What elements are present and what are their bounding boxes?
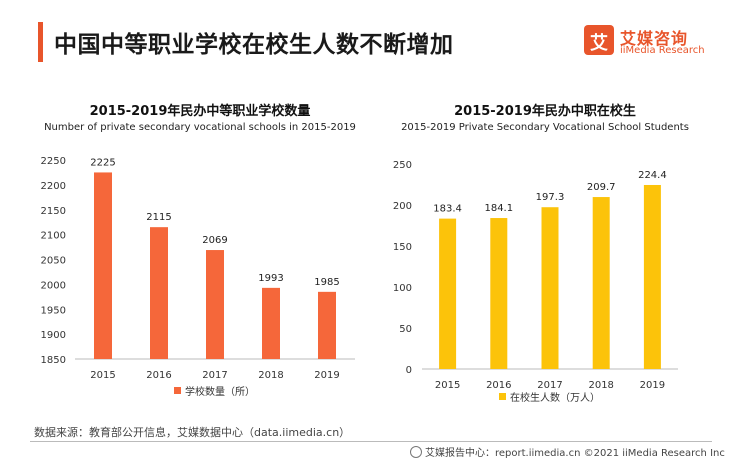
left-bar bbox=[262, 287, 280, 359]
left-x-tick-label: 2018 bbox=[258, 370, 283, 381]
brand-name-cn: 艾媒咨询 bbox=[620, 29, 689, 48]
left-bar bbox=[150, 227, 168, 359]
left-chart-subtitle: Number of private secondary vocational s… bbox=[44, 122, 356, 133]
brand-logo: 艾 艾媒咨询 iiMedia Research bbox=[584, 25, 724, 59]
brand-name-en: iiMedia Research bbox=[620, 45, 705, 56]
footer-text: 艾媒报告中心：report.iimedia.cn ©2021 iiMedia R… bbox=[425, 448, 725, 459]
right-bar bbox=[643, 184, 661, 369]
left-data-label: 1993 bbox=[258, 273, 283, 284]
left-x-tick-label: 2017 bbox=[202, 370, 227, 381]
right-data-label: 184.1 bbox=[484, 203, 513, 214]
brand-logo-icon: 艾 bbox=[584, 25, 614, 55]
right-y-tick-label: 0 bbox=[406, 365, 412, 376]
right-x-tick-label: 2019 bbox=[640, 380, 665, 391]
right-x-tick-label: 2015 bbox=[435, 380, 460, 391]
right-x-tick-label: 2017 bbox=[537, 380, 562, 391]
footer-divider bbox=[30, 441, 712, 442]
left-bar bbox=[318, 291, 336, 359]
right-chart-subtitle: 2015-2019 Private Secondary Vocational S… bbox=[401, 122, 689, 133]
left-y-tick-label: 2150 bbox=[41, 206, 66, 217]
left-y-tick-label: 1950 bbox=[41, 305, 66, 316]
right-bar bbox=[490, 218, 508, 369]
left-data-label: 2225 bbox=[90, 157, 115, 168]
left-bar bbox=[94, 172, 112, 359]
right-y-tick-label: 50 bbox=[399, 324, 412, 335]
left-data-label: 1985 bbox=[314, 277, 339, 288]
left-legend-swatch bbox=[174, 387, 181, 394]
page-title: 中国中等职业学校在校生人数不断增加 bbox=[54, 32, 454, 58]
right-chart-title: 2015-2019年民办中职在校生 bbox=[454, 104, 636, 119]
right-y-tick-label: 150 bbox=[393, 242, 412, 253]
right-y-tick-label: 200 bbox=[393, 201, 412, 212]
right-bar bbox=[592, 197, 610, 369]
right-data-label: 183.4 bbox=[433, 204, 462, 215]
left-x-tick-label: 2016 bbox=[146, 370, 171, 381]
right-x-tick-label: 2018 bbox=[588, 380, 613, 391]
left-data-label: 2069 bbox=[202, 235, 227, 246]
left-bar bbox=[206, 250, 224, 359]
left-y-tick-label: 2250 bbox=[41, 156, 66, 167]
report-center-icon bbox=[410, 446, 422, 458]
right-bar bbox=[439, 218, 457, 369]
right-data-label: 209.7 bbox=[587, 182, 616, 193]
left-legend-label: 学校数量（所） bbox=[185, 385, 255, 398]
left-y-tick-label: 1900 bbox=[41, 330, 66, 341]
right-data-label: 197.3 bbox=[536, 192, 565, 203]
right-y-tick-label: 100 bbox=[393, 283, 412, 294]
left-chart-title: 2015-2019年民办中等职业学校数量 bbox=[89, 104, 311, 119]
left-data-label: 2115 bbox=[146, 212, 171, 223]
right-x-tick-label: 2016 bbox=[486, 380, 511, 391]
left-x-tick-label: 2019 bbox=[314, 370, 339, 381]
left-y-tick-label: 2200 bbox=[41, 181, 66, 192]
right-legend-label: 在校生人数（万人） bbox=[510, 391, 600, 404]
left-x-tick-label: 2015 bbox=[90, 370, 115, 381]
left-y-tick-label: 1850 bbox=[41, 355, 66, 366]
right-y-tick-label: 250 bbox=[393, 160, 412, 171]
right-data-label: 224.4 bbox=[638, 170, 667, 181]
left-y-tick-label: 2050 bbox=[41, 256, 66, 267]
left-y-tick-label: 2100 bbox=[41, 231, 66, 242]
right-legend-swatch bbox=[499, 393, 506, 400]
brand-logo-mark: 艾 bbox=[590, 33, 608, 54]
data-source: 数据来源：教育部公开信息，艾媒数据中心（data.iimedia.cn） bbox=[34, 426, 351, 439]
left-y-tick-label: 2000 bbox=[41, 280, 66, 291]
footer: 艾媒报告中心：report.iimedia.cn ©2021 iiMedia R… bbox=[410, 444, 725, 459]
title-accent-bar bbox=[38, 22, 43, 62]
right-bar bbox=[541, 207, 559, 369]
